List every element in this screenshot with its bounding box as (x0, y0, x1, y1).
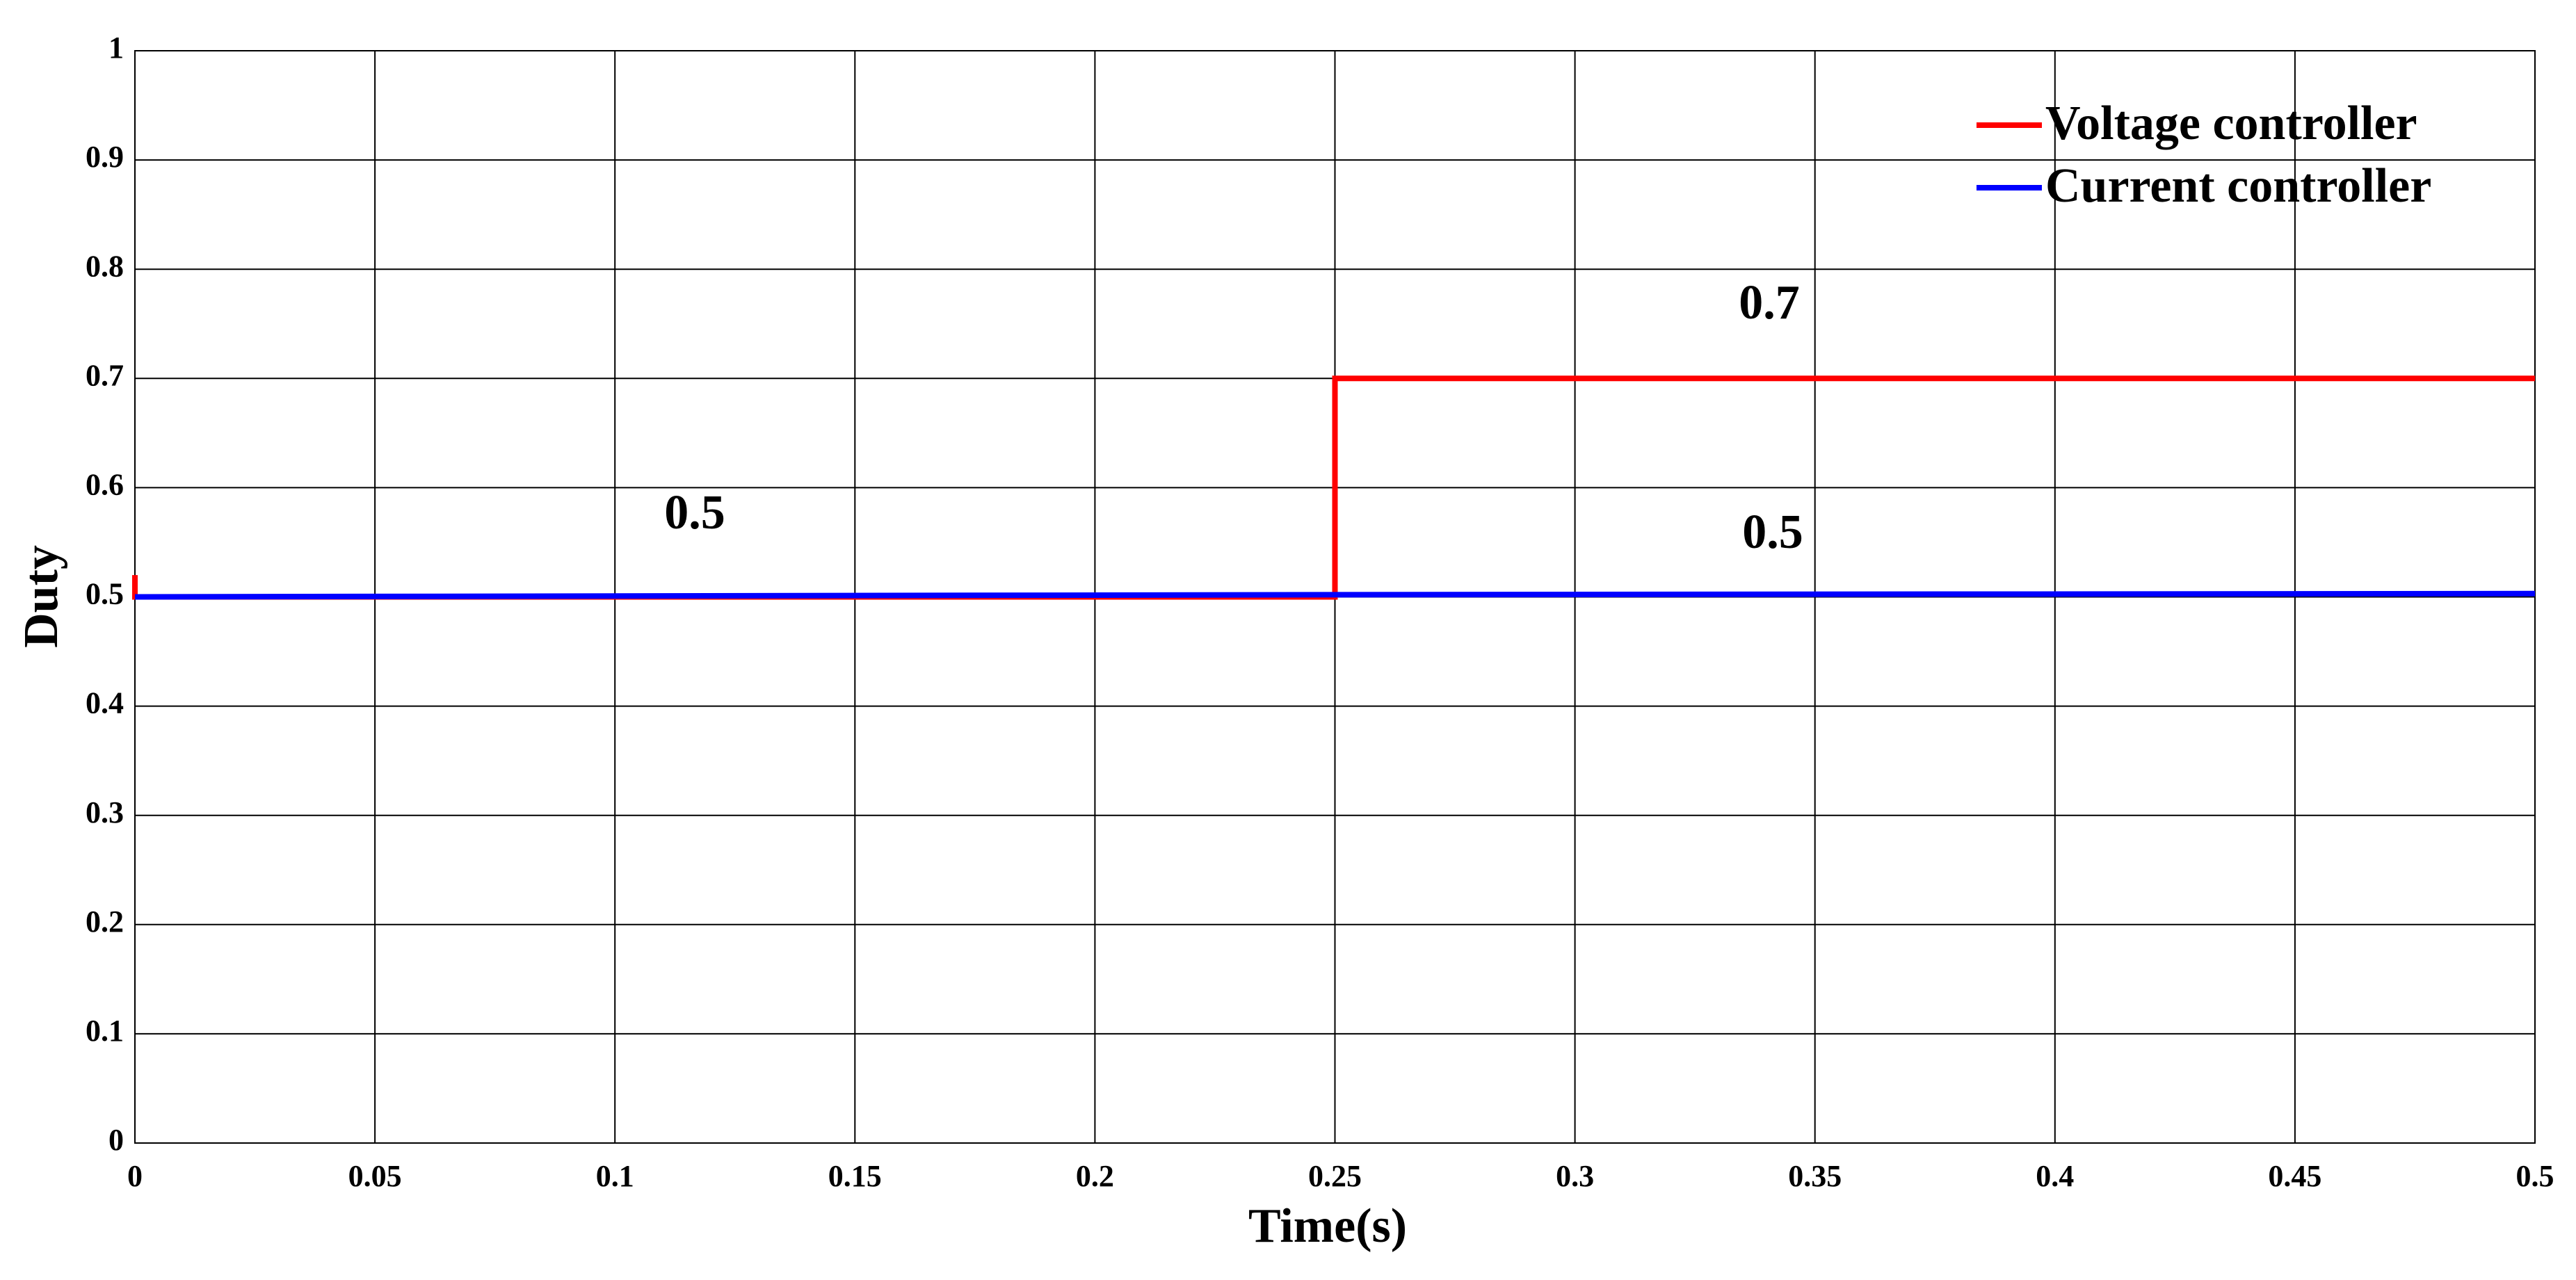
x-tick-label: 0.4 (2036, 1159, 2074, 1193)
y-tick-label: 0.1 (86, 1014, 124, 1048)
series-line (134, 590, 2536, 600)
annotation: 0.7 (1739, 276, 1800, 330)
y-tick-label: 0.3 (86, 795, 124, 829)
y-tick-label: 1 (108, 31, 124, 65)
legend-label: Current controller (2045, 159, 2431, 213)
annotation: 0.5 (1742, 505, 1803, 559)
x-tick-label: 0.1 (596, 1159, 634, 1193)
y-tick-label: 0.8 (86, 249, 124, 283)
x-tick-label: 0.35 (1788, 1159, 1842, 1193)
y-tick-label: 0.7 (86, 358, 124, 392)
annotation: 0.5 (664, 486, 725, 540)
x-tick-label: 0.2 (1076, 1159, 1114, 1193)
x-tick-label: 0.45 (2268, 1159, 2321, 1193)
x-tick-label: 0.25 (1308, 1159, 1362, 1193)
x-tick-label: 0.5 (2516, 1159, 2554, 1193)
y-tick-label: 0.2 (86, 905, 124, 939)
x-axis-label: Time(s) (1248, 1199, 1407, 1253)
y-tick-label: 0.9 (86, 140, 124, 174)
x-tick-label: 0.05 (348, 1159, 402, 1193)
x-tick-label: 0.3 (1556, 1159, 1594, 1193)
x-tick-label: 0 (127, 1159, 143, 1193)
y-tick-label: 0 (108, 1123, 124, 1157)
y-axis-label: Duty (15, 545, 68, 648)
legend-label: Voltage controller (2045, 97, 2417, 150)
x-tick-label: 0.15 (828, 1159, 882, 1193)
y-tick-label: 0.5 (86, 577, 124, 611)
y-tick-label: 0.6 (86, 467, 124, 501)
y-tick-label: 0.4 (86, 686, 124, 720)
